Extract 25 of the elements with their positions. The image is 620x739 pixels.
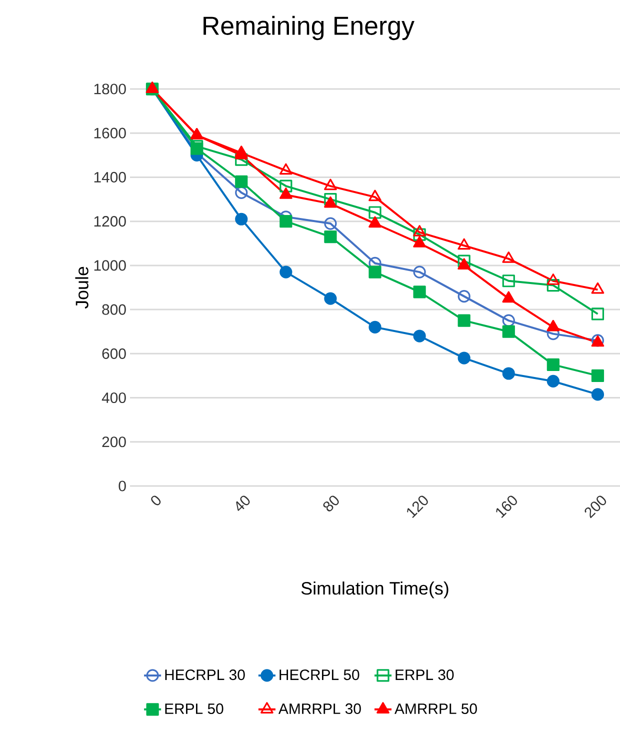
x-axis-title: Simulation Time(s) [301, 582, 448, 598]
y-axis-title: Joule [75, 266, 88, 309]
legend-label: AMRRPL 30 [278, 703, 361, 714]
x-tick-label: 80 [323, 496, 339, 512]
x-tick-label: 160 [496, 496, 517, 518]
y-tick-label: 200 [102, 436, 126, 448]
legend-label: HECRPL 50 [280, 670, 360, 680]
x-tick-label: 200 [584, 496, 606, 518]
y-tick-label: 400 [102, 392, 126, 404]
chart-title: Remaining Energy [204, 16, 414, 40]
y-tick-label: 1600 [94, 128, 126, 138]
y-tick-label: 1000 [94, 260, 126, 271]
y-tick-label: 1400 [94, 172, 126, 182]
y-tick-label: 800 [102, 304, 126, 315]
legend-label: AMRRPL 50 [394, 703, 477, 714]
x-tick-label: 120 [407, 496, 428, 518]
y-tick-label: 0 [118, 480, 126, 492]
legend-label: ERPL 50 [165, 703, 224, 714]
y-tick-label: 1200 [94, 216, 126, 227]
x-tick-label: 0 [151, 496, 161, 506]
x-tick-label: 40 [236, 496, 250, 512]
y-tick-label: 600 [102, 348, 126, 359]
legend-label: HECRPL 30 [165, 670, 245, 680]
y-tick-label: 1800 [94, 84, 126, 94]
legend-label: ERPL 30 [396, 670, 454, 680]
